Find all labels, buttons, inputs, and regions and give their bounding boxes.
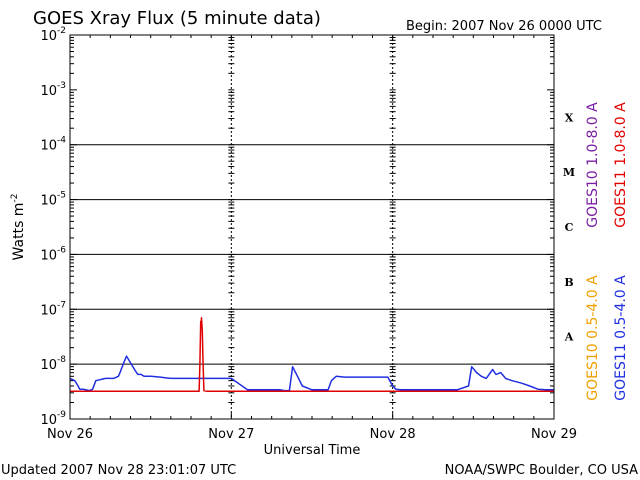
flare-class-label: B <box>564 276 573 289</box>
flare-class-label: X <box>565 111 574 124</box>
series-line <box>69 355 554 392</box>
x-tick-label: Nov 28 <box>370 427 416 442</box>
y-tick-label-base: 10 <box>40 29 57 44</box>
y-tick-labels: 10-910-810-710-610-510-410-310-2 <box>40 26 66 428</box>
y-tick-label-exponent: -8 <box>57 355 66 365</box>
flare-class-label: C <box>565 221 574 234</box>
y-tick-label-base: 10 <box>40 84 57 99</box>
updated-label: Updated 2007 Nov 28 23:01:07 UTC <box>1 463 236 478</box>
y-tick-label-exponent: -4 <box>57 136 66 146</box>
y-tick-label-base: 10 <box>40 303 57 318</box>
legend-entry: GOES11 0.5-4.0 A <box>613 275 629 401</box>
chart-title: GOES Xray Flux (5 minute data) <box>33 8 321 29</box>
series-line <box>70 317 554 393</box>
x-axis-label: Universal Time <box>264 443 361 458</box>
svg-text:Watts m-2: Watts m-2 <box>10 194 27 261</box>
grid-layer <box>69 35 555 420</box>
y-tick-label: 10-9 <box>40 410 66 428</box>
y-axis-label-exponent: -2 <box>10 194 20 203</box>
x-tick-labels: Nov 26 Nov 27 Nov 28 Nov 29 <box>47 427 577 442</box>
y-tick-label-exponent: -6 <box>57 245 66 255</box>
y-tick-label-exponent: -9 <box>57 410 66 420</box>
y-tick-label-base: 10 <box>40 194 57 209</box>
x-tick-label: Nov 29 <box>531 427 577 442</box>
y-tick-label-base: 10 <box>40 358 57 373</box>
flare-class-label: A <box>564 331 574 344</box>
legend-entry: GOES10 1.0-8.0 A <box>585 102 601 228</box>
credit-label: NOAA/SWPC Boulder, CO USA <box>445 463 638 478</box>
y-tick-label-exponent: -5 <box>57 191 66 201</box>
y-tick-label-exponent: -7 <box>57 300 66 310</box>
y-tick-label-base: 10 <box>40 139 57 154</box>
y-tick-label: 10-8 <box>40 355 66 373</box>
y-tick-label-exponent: -2 <box>57 26 66 36</box>
legend: GOES10 1.0-8.0 A GOES11 1.0-8.0 A GOES10 0… <box>585 102 629 401</box>
legend-entry: GOES10 0.5-4.0 A <box>585 275 601 401</box>
y-axis-label: Watts m-2 <box>10 194 27 261</box>
y-axis-label-text: Watts m <box>11 203 27 261</box>
y-tick-label: 10-4 <box>40 136 66 154</box>
y-tick-label: 10-6 <box>40 245 66 263</box>
x-tick-label: Nov 26 <box>47 427 93 442</box>
series-layer <box>69 317 554 393</box>
legend-entry: GOES11 1.0-8.0 A <box>613 102 629 228</box>
y-tick-label: 10-7 <box>40 300 66 318</box>
flare-class-label: M <box>563 166 575 179</box>
x-tick-label: Nov 27 <box>208 427 254 442</box>
y-tick-label: 10-2 <box>40 26 66 44</box>
y-tick-label-exponent: -3 <box>57 81 66 91</box>
plot-frame <box>69 34 555 420</box>
y-tick-label: 10-5 <box>40 191 66 209</box>
y-tick-label-base: 10 <box>40 413 57 428</box>
flare-class-labels: A B C M X <box>563 111 575 343</box>
y-tick-label: 10-3 <box>40 81 66 99</box>
begin-label: Begin: 2007 Nov 26 0000 UTC <box>406 19 602 34</box>
y-tick-label-base: 10 <box>40 248 57 263</box>
